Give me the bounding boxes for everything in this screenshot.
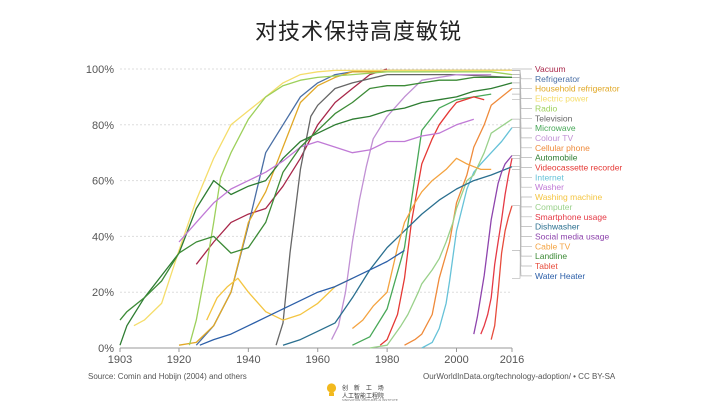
series-line (195, 68, 388, 265)
x-tick-label: 1980 (375, 354, 399, 366)
slide-title: 对技术保持高度敏锐 (254, 20, 462, 45)
logo-tagline: SINOVATION VENTURES AI INSTITUTE (342, 398, 398, 402)
legend-label: Washing machine (535, 192, 603, 202)
series-line (352, 93, 492, 346)
legend-leader (512, 77, 532, 119)
legend-label: Landline (535, 251, 567, 261)
legend-leader (512, 250, 532, 277)
x-tick-label: 1920 (167, 354, 191, 366)
legend-label: Colour TV (535, 133, 573, 143)
legend-label: Internet (535, 172, 564, 182)
series-line (178, 118, 475, 243)
y-tick-label: 20% (92, 287, 114, 299)
legend-label: Tablet (535, 261, 558, 271)
series-line (275, 73, 513, 346)
logo-name: 创 新 工 场 (342, 385, 386, 392)
series-line (473, 155, 513, 335)
series-line (195, 69, 512, 346)
legend-label: Microwave (535, 123, 576, 133)
legend-label: Cable TV (535, 241, 571, 251)
series-line (119, 82, 513, 346)
y-tick-label: 60% (92, 176, 114, 188)
series-line (133, 69, 512, 327)
legend-label: Videocassette recorder (535, 163, 622, 173)
legend-label: Vacuum (535, 64, 566, 74)
legend-leader (512, 77, 532, 257)
legend-label: Washer (535, 182, 564, 192)
legend-leader (512, 127, 532, 178)
legend-label: Social media usage (535, 231, 609, 241)
y-tick-label: 100% (86, 64, 114, 76)
series-line (480, 158, 513, 335)
series-line (421, 127, 513, 349)
series-line (199, 249, 405, 346)
series-line (404, 87, 513, 346)
y-tick-label: 0% (98, 343, 114, 355)
legend-label: Household refrigerator (535, 84, 620, 94)
legend-label: Cellular phone (535, 143, 590, 153)
series-line (331, 73, 492, 340)
x-tick-label: 1903 (108, 354, 132, 366)
sinovation-logo: 创 新 工 场 人工智能工程院 SINOVATION VENTURES AI I… (326, 382, 416, 402)
chart-source: Source: Comin and Hobijn (2004) and othe… (88, 372, 247, 381)
series-line (119, 76, 512, 321)
series-line (490, 205, 513, 340)
legend-label: Electric power (535, 94, 589, 104)
legend-label: Water Heater (535, 271, 585, 281)
legend-label: Radio (535, 103, 557, 113)
logo-subtitle: 人工智能工程院 (342, 393, 385, 400)
legend-leader (512, 93, 532, 129)
legend-label: Dishwasher (535, 222, 580, 232)
series-line (206, 277, 353, 321)
legend-leader (512, 70, 532, 90)
x-tick-label: 1940 (236, 354, 260, 366)
series-line (379, 96, 485, 346)
x-tick-label: 1960 (305, 354, 329, 366)
legend-leader (512, 169, 532, 247)
lightbulb-icon (326, 383, 337, 396)
legend-leader (512, 205, 532, 267)
y-tick-label: 40% (92, 231, 114, 243)
legend-leader (512, 118, 532, 208)
legend-leader (512, 74, 532, 109)
series-line (282, 166, 513, 346)
series-line (369, 118, 513, 349)
legend-label: Computer (535, 202, 572, 212)
x-tick-label: 2000 (444, 354, 468, 366)
series-line (351, 157, 492, 330)
legend-label: Automobile (535, 153, 578, 163)
y-tick-label: 80% (92, 120, 114, 132)
x-tick-label: 2016 (500, 354, 524, 366)
series-line (188, 71, 513, 346)
legend-label: Television (535, 113, 573, 123)
legend-label: Smartphone usage (535, 212, 607, 222)
chart-credit: OurWorldInData.org/technology-adoption/ … (423, 372, 616, 381)
legend-label: Refrigerator (535, 74, 580, 84)
